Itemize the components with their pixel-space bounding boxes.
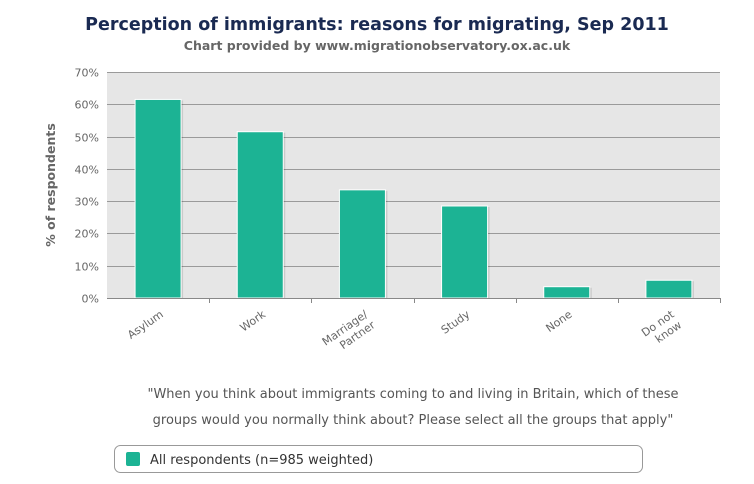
x-tick-label: None	[544, 308, 575, 335]
legend-label: All respondents (n=985 weighted)	[150, 453, 373, 468]
x-tick-label: Work	[238, 307, 269, 334]
y-axis-ticks: 0% 10% 20% 30% 40% 50% 60% 70%	[75, 67, 99, 306]
y-tick-label: 40%	[75, 164, 99, 177]
y-tick-label: 20%	[75, 228, 99, 241]
chart-title: Perception of immigrants: reasons for mi…	[85, 15, 669, 35]
x-tick-label: Do notknow	[639, 307, 685, 350]
x-tick-label: Asylum	[125, 308, 166, 342]
y-tick-label: 30%	[75, 196, 99, 209]
bar[interactable]	[236, 131, 284, 299]
bar[interactable]	[134, 98, 182, 299]
x-axis-ticks: Asylum Work Marriage/Partner Study None Do no…	[107, 298, 721, 360]
bar-series	[134, 98, 694, 299]
y-tick-label: 60%	[75, 99, 99, 112]
bar[interactable]	[338, 189, 386, 299]
x-tick-label: Study	[439, 308, 473, 337]
bar[interactable]	[645, 279, 693, 299]
bar[interactable]	[441, 205, 489, 299]
y-tick-label: 0%	[82, 293, 99, 306]
y-tick-label: 10%	[75, 261, 99, 274]
chart-subtitle: Chart provided by www.migrationobservato…	[184, 38, 571, 53]
question-line-2: groups would you normally think about? P…	[153, 413, 674, 428]
legend[interactable]: All respondents (n=985 weighted)	[114, 445, 643, 473]
y-axis-label: % of respondents	[43, 123, 58, 247]
y-tick-label: 50%	[75, 132, 99, 145]
y-tick-label: 70%	[75, 67, 99, 80]
bar[interactable]	[543, 286, 591, 299]
question-line-1: "When you think about immigrants coming …	[147, 387, 678, 402]
grid-lines	[107, 72, 720, 299]
legend-swatch	[126, 452, 140, 466]
plot-area	[107, 72, 720, 298]
x-tick-label: Marriage/Partner	[320, 308, 378, 360]
legend-box	[114, 445, 643, 473]
